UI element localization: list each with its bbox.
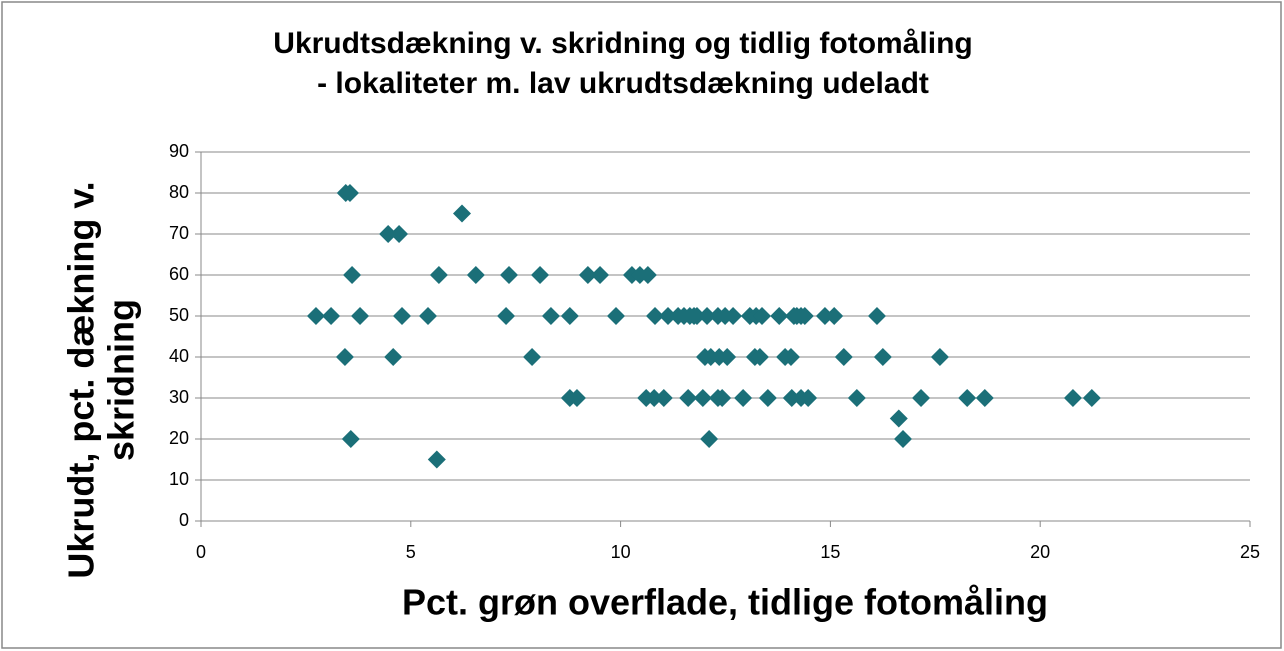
y-tick-label: 80	[169, 182, 189, 202]
scatter-point	[1063, 389, 1082, 407]
scatter-point	[379, 225, 398, 243]
scatter-point	[645, 389, 664, 407]
scatter-point	[384, 348, 403, 366]
scatter-point	[724, 307, 743, 325]
scatter-point	[1082, 389, 1101, 407]
scatter-point	[958, 389, 977, 407]
y-tick-label: 70	[169, 223, 189, 243]
scatter-point	[815, 307, 834, 325]
scatter-point	[734, 389, 753, 407]
x-tick-label: 25	[1240, 542, 1260, 562]
x-tick-label: 10	[611, 542, 631, 562]
y-axis-title: Ukrudt, pct. dækning v.	[61, 181, 102, 578]
scatter-point	[782, 389, 801, 407]
chart-title: Ukrudtsdækning v. skridning og tidlig fo…	[273, 27, 972, 60]
scatter-point	[606, 307, 625, 325]
scatter-point	[466, 266, 485, 284]
scatter-point	[351, 307, 370, 325]
scatter-point	[531, 266, 550, 284]
scatter-point	[758, 389, 777, 407]
y-tick-label: 20	[169, 428, 189, 448]
scatter-point	[867, 307, 886, 325]
scatter-point	[541, 307, 560, 325]
scatter-point	[392, 307, 411, 325]
scatter-point	[799, 389, 818, 407]
scatter-point	[693, 389, 712, 407]
scatter-point	[893, 430, 912, 448]
scatter-point	[750, 348, 769, 366]
y-axis-title: skridning	[101, 299, 142, 461]
scatter-point	[560, 307, 579, 325]
scatter-point	[873, 348, 892, 366]
scatter-point	[825, 307, 844, 325]
scatter-point	[770, 307, 789, 325]
y-tick-label: 90	[169, 141, 189, 161]
scatter-point	[578, 266, 597, 284]
scatter-point	[341, 430, 360, 448]
scatter-point	[975, 389, 994, 407]
scatter-point	[679, 389, 698, 407]
scatter-point	[340, 184, 359, 202]
x-tick-label: 0	[196, 542, 206, 562]
y-tick-label: 0	[179, 510, 189, 530]
scatter-point	[687, 307, 706, 325]
scatter-point	[499, 266, 518, 284]
scatter-point	[847, 389, 866, 407]
scatter-point	[419, 307, 438, 325]
scatter-point	[718, 348, 737, 366]
x-tick-label: 15	[820, 542, 840, 562]
scatter-point	[659, 307, 678, 325]
y-axis-title-group: Ukrudt, pct. dækning v. skridning	[61, 181, 142, 578]
y-tick-label: 40	[169, 346, 189, 366]
scatter-point	[930, 348, 949, 366]
scatter-point	[654, 389, 673, 407]
y-tick-label: 30	[169, 387, 189, 407]
scatter-point	[523, 348, 542, 366]
scatter-point	[567, 389, 586, 407]
scatter-point	[889, 409, 908, 428]
scatter-point	[753, 307, 772, 325]
scatter-point	[429, 266, 448, 284]
scatter-point	[427, 450, 446, 469]
chart-subtitle: - lokaliteter m. lav ukrudtsdækning udel…	[317, 67, 929, 100]
scatter-point	[638, 266, 657, 284]
scatter-point	[306, 307, 325, 325]
scatter-point	[390, 225, 409, 243]
scatter-point	[912, 389, 931, 407]
x-tick-label: 5	[406, 542, 416, 562]
y-tick-label: 50	[169, 305, 189, 325]
scatter-point	[781, 348, 800, 366]
scatter-point	[452, 204, 471, 223]
scatter-point	[698, 307, 717, 325]
scatter-point	[322, 307, 341, 325]
scatter-point	[497, 307, 516, 325]
scatter-point	[591, 266, 610, 284]
scatter-point	[700, 430, 719, 448]
scatter-point	[335, 348, 354, 366]
scatter-point	[795, 307, 814, 325]
scatter-point	[646, 307, 665, 325]
scatter-point	[343, 266, 362, 284]
x-axis-title: Pct. grøn overflade, tidlige fotomåling	[402, 582, 1048, 623]
scatter-point	[834, 348, 853, 366]
y-tick-label: 60	[169, 264, 189, 284]
x-tick-label: 20	[1030, 542, 1050, 562]
scatter-point	[713, 389, 732, 407]
y-tick-label: 10	[169, 469, 189, 489]
